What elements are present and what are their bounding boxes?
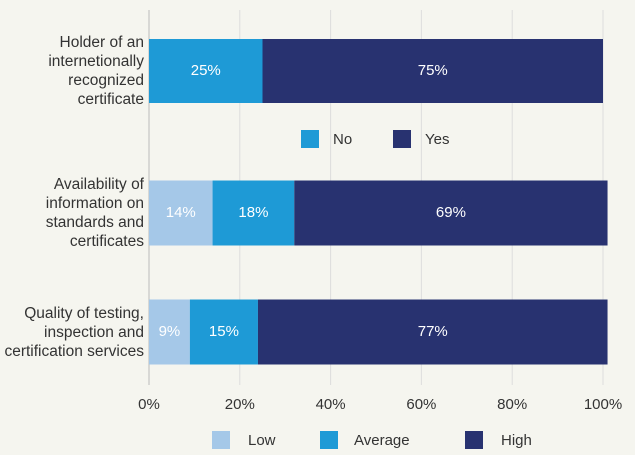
legend-swatch	[465, 431, 483, 449]
bar-segment	[149, 299, 190, 365]
legend-swatch	[393, 130, 411, 148]
legend-swatch	[212, 431, 230, 449]
data-label: 69%	[436, 204, 466, 221]
data-label: 9%	[159, 323, 181, 340]
category-label: Holder of an internetionally recognized …	[48, 34, 144, 108]
data-label: 77%	[418, 323, 448, 340]
legend-label: No	[333, 131, 352, 148]
bar-segment	[257, 299, 608, 365]
data-label: 15%	[209, 323, 239, 340]
category-label: Quality of testing, inspection and certi…	[4, 304, 144, 360]
bar-segment	[294, 180, 608, 246]
legend-swatch	[301, 130, 319, 148]
bar-segment	[149, 180, 213, 246]
data-label: 75%	[418, 62, 448, 79]
legend-label: Average	[354, 432, 410, 449]
data-label: 18%	[238, 204, 268, 221]
bar-segment	[149, 39, 263, 103]
data-label: 14%	[166, 204, 196, 221]
bar-segment	[262, 39, 603, 103]
bar-segment	[189, 299, 258, 365]
legend-label: Low	[248, 432, 276, 449]
legend-label: Yes	[425, 131, 449, 148]
x-tick-label: 60%	[406, 396, 436, 413]
x-tick-label: 80%	[497, 396, 527, 413]
legend-swatch	[320, 431, 338, 449]
bar-segment	[212, 180, 295, 246]
x-tick-label: 0%	[138, 396, 160, 413]
legend-label: High	[501, 432, 532, 449]
x-tick-label: 100%	[584, 396, 622, 413]
category-label: Availability of information on standards…	[45, 176, 144, 250]
x-tick-label: 40%	[316, 396, 346, 413]
x-tick-label: 20%	[225, 396, 255, 413]
data-label: 25%	[191, 62, 221, 79]
